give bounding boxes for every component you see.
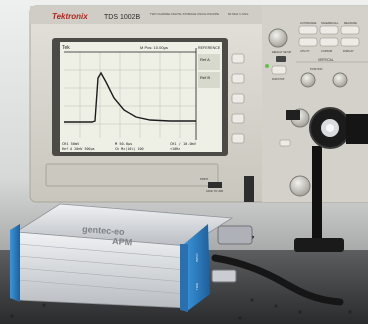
- position-label: POSITION: [310, 67, 323, 71]
- screen-header-left: Tek: [62, 45, 70, 51]
- button-autorange-label: AUTORANGE: [300, 21, 317, 25]
- scope-side-handle: [244, 176, 254, 202]
- screen-trigger: CH1 / 10.0mV: [170, 142, 197, 146]
- signal-cable: [211, 254, 344, 306]
- button-display-label: DISPLAY: [343, 49, 354, 53]
- screen-frequency: <10Hz: [170, 147, 180, 151]
- softkey-label-ref-b: Ref B: [200, 75, 210, 80]
- power-led: [265, 64, 269, 68]
- scope-brand: Tektronix: [52, 12, 88, 21]
- softkey-buttons: [231, 53, 245, 144]
- scope-screen: [60, 42, 222, 152]
- screen-menu-title: REFERENCE: [198, 46, 221, 50]
- gentec-apm-device: gentec-eo APM INPUT TRIG: [10, 203, 234, 312]
- device-trig-label: TRIG: [195, 282, 199, 290]
- screen-time-scale: M 50.0μs: [115, 142, 132, 146]
- usb-port: [208, 182, 222, 188]
- laser-pulse-trace: [64, 71, 196, 123]
- softkey-label-ref-a: Ref A: [200, 57, 210, 62]
- blue-end-cap: [184, 224, 210, 312]
- device-input-label: INPUT: [195, 253, 199, 262]
- button-default-setup-label: DEFAULT SETUP: [272, 51, 292, 54]
- button-measure-label: MEASURE: [344, 21, 357, 25]
- optical-mount: [286, 107, 368, 252]
- scope-model-subtitle: TWO CHANNEL DIGITAL STORAGE OSCILLOSCOPE: [150, 12, 219, 16]
- button-save-recall-label: SAVE/RECALL: [321, 21, 339, 25]
- bnc-connector-knob: [289, 175, 311, 197]
- bnc-connector: [211, 269, 237, 283]
- scope-model: TDS 1002B: [104, 14, 141, 21]
- scope-spec: 60 MHz 1 GS/s: [228, 12, 249, 16]
- device-model: APM: [112, 236, 133, 247]
- oscilloscope: Tek M Pos: 10.00μs REFERENCE Ref A Ref B…: [29, 5, 368, 203]
- device-brand: gentec-eo: [82, 224, 126, 237]
- vertical-position-knob-2: [332, 72, 348, 88]
- button-cursor-label: CURSOR: [321, 49, 332, 53]
- db9-connector: [217, 225, 253, 245]
- button-utility-label: UTILITY: [300, 49, 310, 53]
- button-run-stop-label: RUN/STOP: [272, 78, 285, 81]
- screen-ch1-scale: CH1 50mV: [62, 142, 80, 146]
- vertical-section-label: VERTICAL: [318, 58, 334, 62]
- screen-ref-a: Ref A 20mV 500μs: [62, 147, 95, 151]
- save-to-usb-label: SAVE TO USB: [206, 189, 223, 193]
- screen-channel-info: Ch Mz(10%) 100: [115, 147, 144, 151]
- screen-grid: [64, 52, 196, 138]
- screen-header-right: M Pos: 10.00μs: [140, 45, 168, 50]
- print-label: PRINT: [200, 177, 209, 181]
- multipurpose-knob: [268, 28, 288, 48]
- vertical-position-knob-1: [300, 72, 316, 88]
